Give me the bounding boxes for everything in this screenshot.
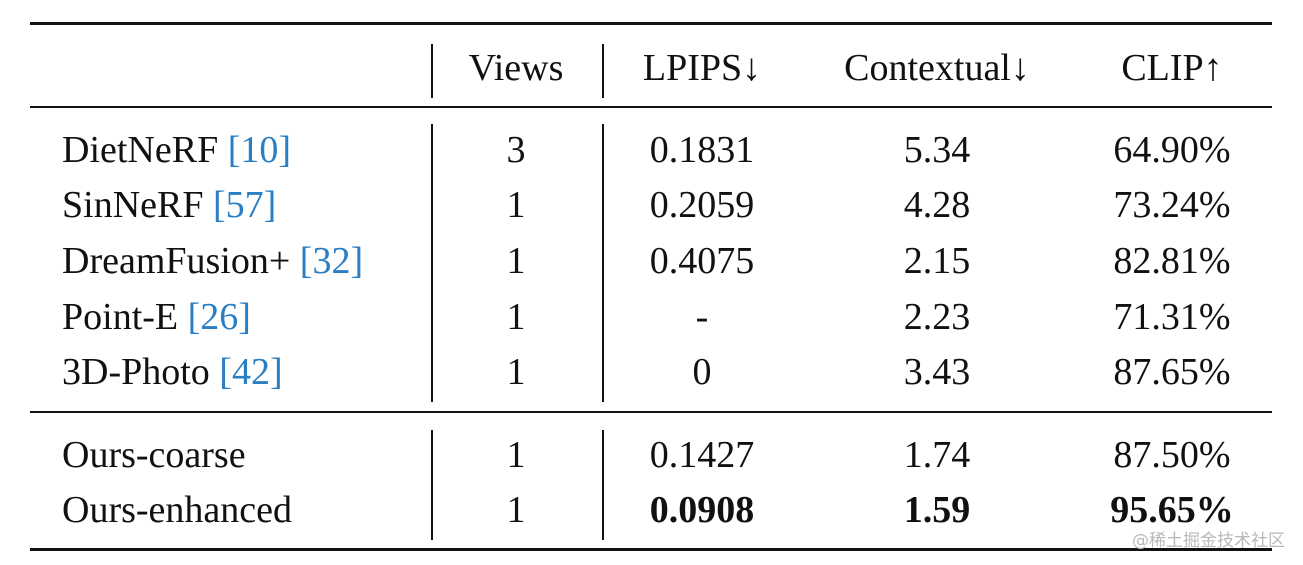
value-cell: 0.0908 [649,489,755,531]
value-cell: 1 [506,296,526,338]
citation: [32] [299,240,364,282]
method-cell: 3D-Photo [42] [62,350,283,394]
column-header: LPIPS↓ [642,47,762,89]
value-cell: 1 [506,489,526,531]
column-divider [602,124,604,402]
method-name: DietNeRF [62,129,219,171]
column-divider [602,430,604,540]
method-name: DreamFusion+ [62,240,291,282]
method-cell: SinNeRF [57] [62,183,276,227]
value-cell: 2.23 [903,296,971,338]
value-cell: 0.4075 [649,240,755,282]
method-name: Ours-coarse [62,434,246,476]
value-cell: 3 [506,129,526,171]
citation: [10] [227,129,292,171]
method-name: 3D-Photo [62,351,210,393]
column-header: Contextual↓ [844,47,1030,89]
value-cell: 1.59 [903,489,971,531]
value-cell: 2.15 [903,240,971,282]
value-cell: 73.24% [1113,184,1231,226]
value-cell: 0.1427 [649,434,755,476]
value-cell: 1 [506,351,526,393]
column-divider [431,430,433,540]
value-cell: 95.65% [1110,489,1234,531]
column-header: Views [468,47,564,89]
citation: [42] [219,351,283,393]
value-cell: 1.74 [903,434,971,476]
top-rule [30,22,1272,25]
method-cell: Ours-enhanced [62,488,292,532]
value-cell: 87.50% [1113,434,1231,476]
value-cell: 3.43 [903,351,971,393]
method-cell: Point-E [26] [62,295,251,339]
method-cell: DietNeRF [10] [62,128,291,172]
value-cell: 82.81% [1113,240,1231,282]
bottom-rule [30,548,1272,551]
value-cell: 64.90% [1113,129,1231,171]
value-cell: 1 [506,240,526,282]
column-divider [431,124,433,402]
value-cell: 71.31% [1113,296,1231,338]
header-rule [30,106,1272,108]
citation: [26] [187,296,251,338]
column-divider [602,44,604,98]
method-cell: Ours-coarse [62,433,246,477]
value-cell: 1 [506,434,526,476]
value-cell: 1 [506,184,526,226]
value-cell: 0 [692,351,712,393]
value-cell: - [695,296,709,338]
group-rule [30,411,1272,413]
column-divider [431,44,433,98]
value-cell: 0.1831 [649,129,755,171]
column-header: CLIP↑ [1121,47,1223,89]
value-cell: 0.2059 [649,184,755,226]
citation: [57] [212,184,277,226]
value-cell: 5.34 [903,129,971,171]
value-cell: 4.28 [903,184,971,226]
method-name: Ours-enhanced [62,489,293,531]
watermark: @稀土掘金技术社区 [1132,531,1285,551]
method-name: Point-E [62,296,179,338]
method-cell: DreamFusion+ [32] [62,239,363,283]
value-cell: 87.65% [1113,351,1231,393]
method-name: SinNeRF [62,184,204,226]
